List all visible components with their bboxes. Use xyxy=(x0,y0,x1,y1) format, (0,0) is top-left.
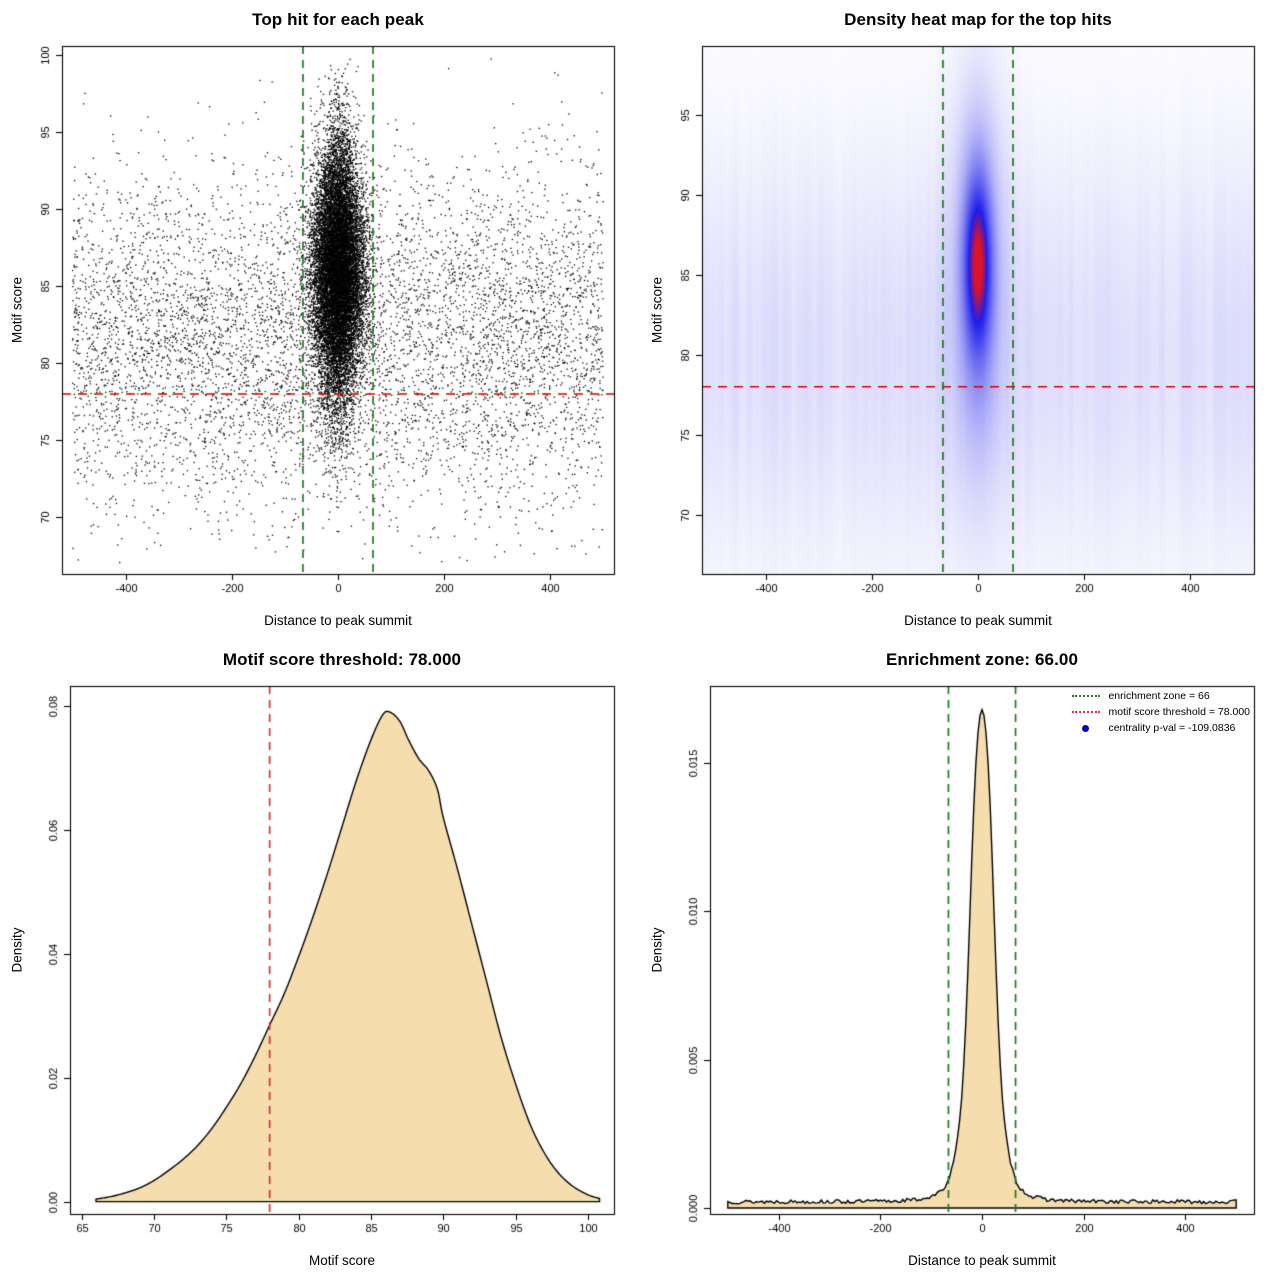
density-heatmap-canvas xyxy=(640,0,1280,640)
motif-score-density-canvas xyxy=(0,640,640,1280)
legend-item-centrality-pval: centrality p-val = -109.0836 xyxy=(1072,720,1250,736)
dotted-line-swatch-green xyxy=(1072,695,1101,697)
panel-density-heatmap: Density heat map for the top hits Distan… xyxy=(640,0,1280,640)
legend-item-enrichment-zone: enrichment zone = 66 xyxy=(1072,688,1250,704)
x-axis-label: Motif score xyxy=(308,1253,376,1268)
top-hit-scatter-canvas xyxy=(0,0,640,640)
x-axis-label: Distance to peak summit xyxy=(264,613,412,628)
legend-label: enrichment zone = 66 xyxy=(1108,690,1210,702)
panel-top-hit-scatter: Top hit for each peak Distance to peak s… xyxy=(0,0,640,640)
y-axis-label: Density xyxy=(9,927,25,973)
panel-title: Top hit for each peak xyxy=(252,10,424,29)
y-axis-label: Motif score xyxy=(649,276,665,344)
y-axis-label: Motif score xyxy=(9,276,25,344)
dotted-line-swatch-red xyxy=(1072,711,1101,713)
legend-label: motif score threshold = 78.000 xyxy=(1108,706,1250,718)
panel-title: Motif score threshold: 78.000 xyxy=(222,650,462,669)
x-axis-label: Distance to peak summit xyxy=(908,1253,1056,1268)
x-axis-label: Distance to peak summit xyxy=(904,613,1052,628)
distance-density-canvas xyxy=(640,640,1280,1280)
panel-title: Density heat map for the top hits xyxy=(844,10,1112,29)
panel-enrichment-zone-density: Enrichment zone: 66.00 Distance to peak … xyxy=(640,640,1280,1280)
legend-label: centrality p-val = -109.0836 xyxy=(1108,722,1236,734)
dot-swatch-blue xyxy=(1082,724,1090,732)
panel-motif-score-density: Motif score threshold: 78.000 Motif scor… xyxy=(0,640,640,1280)
plot-legend: enrichment zone = 66 motif score thresho… xyxy=(1072,688,1250,736)
legend-item-motif-threshold: motif score threshold = 78.000 xyxy=(1072,704,1250,720)
y-axis-label: Density xyxy=(649,927,665,973)
panel-title: Enrichment zone: 66.00 xyxy=(885,650,1079,669)
